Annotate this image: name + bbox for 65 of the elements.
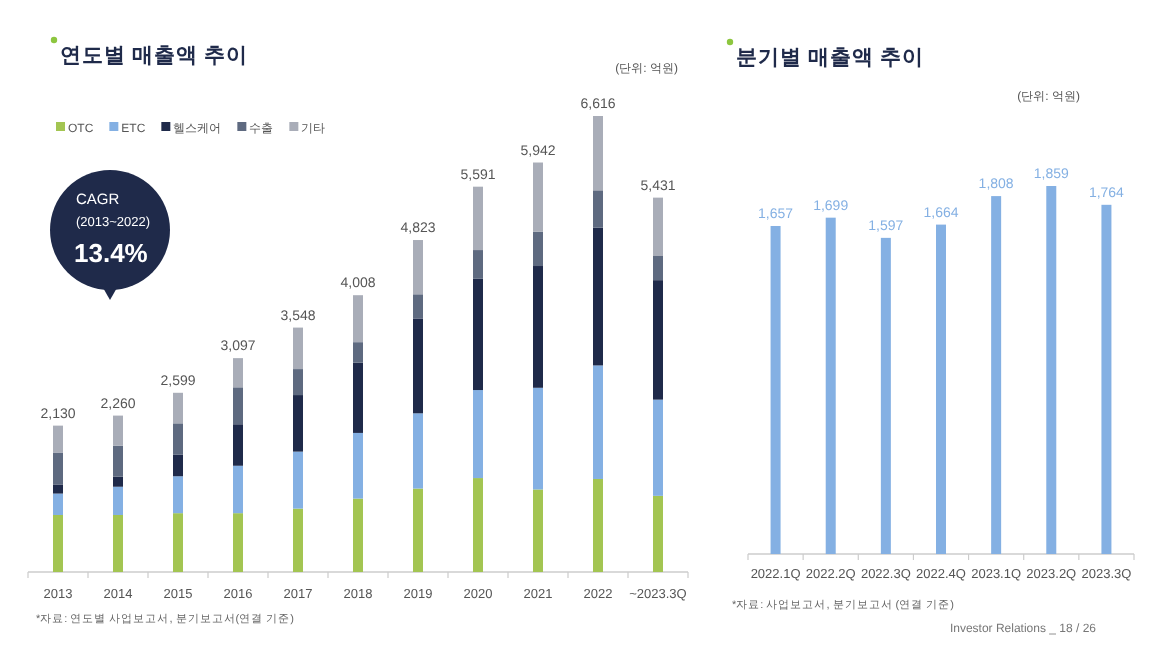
bar <box>53 515 63 572</box>
bar <box>770 225 781 554</box>
bar <box>353 432 363 499</box>
bar <box>173 423 183 455</box>
bar <box>653 399 663 496</box>
bar <box>353 362 363 433</box>
bar <box>353 295 363 343</box>
bar <box>653 280 663 400</box>
bar <box>593 190 603 228</box>
bar <box>593 116 603 191</box>
bar <box>473 478 483 572</box>
bar <box>880 237 891 554</box>
chart-title: 연도별 매출액 추이 <box>60 44 248 68</box>
bar <box>113 476 123 487</box>
bar <box>533 387 543 490</box>
bar <box>53 493 63 515</box>
bar <box>413 318 423 414</box>
bar <box>293 369 303 396</box>
bar <box>113 415 123 446</box>
bar <box>473 390 483 479</box>
bar <box>473 250 483 279</box>
bar <box>233 513 243 572</box>
bar <box>1101 204 1112 554</box>
bar <box>113 515 123 572</box>
bar <box>473 278 483 391</box>
bar <box>413 240 423 295</box>
bar <box>653 197 663 256</box>
bar <box>533 266 543 388</box>
bar <box>533 489 543 572</box>
bar <box>353 498 363 572</box>
bar <box>233 358 243 388</box>
bar <box>293 327 303 370</box>
bar <box>293 508 303 572</box>
bar <box>593 478 603 572</box>
bar <box>473 186 483 251</box>
bar <box>653 495 663 572</box>
bar <box>936 224 946 554</box>
bar <box>53 484 63 494</box>
bar <box>593 227 603 366</box>
bar <box>413 488 423 572</box>
bar <box>353 342 363 363</box>
bar <box>173 454 183 477</box>
bar <box>233 424 243 466</box>
bar <box>293 395 303 452</box>
bar <box>233 387 243 425</box>
bar <box>173 476 183 514</box>
bar <box>53 452 63 485</box>
bar <box>533 231 543 267</box>
bar <box>113 486 123 515</box>
bar <box>825 217 836 554</box>
bar <box>293 451 303 509</box>
bar <box>533 162 543 232</box>
bar <box>53 425 63 453</box>
bar <box>173 513 183 572</box>
bar <box>413 413 423 489</box>
annotation: 13.4% <box>74 238 149 268</box>
bar <box>413 294 423 319</box>
chart-title: 분기별 매출액 추이 <box>736 46 924 70</box>
bar <box>173 392 183 424</box>
bar <box>991 196 1002 554</box>
bar <box>1046 186 1057 554</box>
bar <box>113 445 123 477</box>
bar <box>653 255 663 281</box>
bar <box>593 365 603 479</box>
bar <box>233 465 243 514</box>
